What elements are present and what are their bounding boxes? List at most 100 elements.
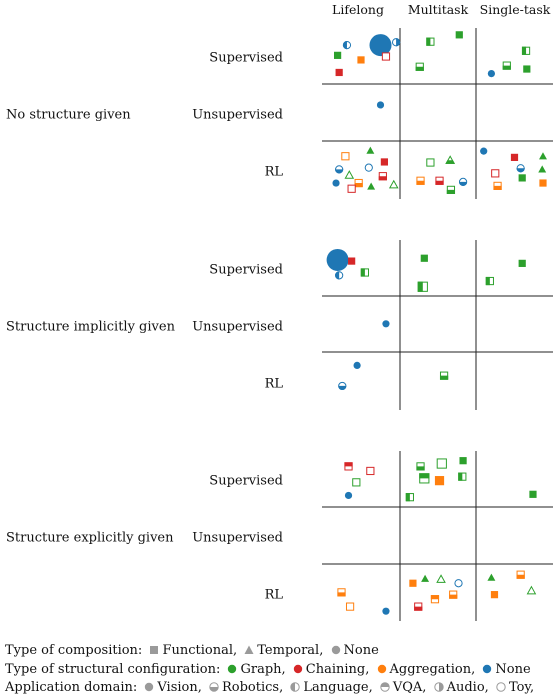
data-point-blue-circle <box>344 491 353 500</box>
bottom-fill-icon <box>209 679 219 697</box>
legend-none-configuration: None <box>495 662 531 677</box>
legend-toy: Toy, <box>508 680 535 695</box>
data-point-blue-circle <box>369 34 392 57</box>
data-point-orange-square <box>539 179 547 187</box>
data-point-green-square <box>426 158 435 167</box>
data-point-orange-square <box>345 602 355 611</box>
point-layer <box>326 31 547 615</box>
legend-none-composition: None <box>343 643 379 658</box>
row-label-rl: RL <box>265 588 284 603</box>
data-point-blue-circle <box>480 147 488 155</box>
data-point-orange-square <box>430 595 440 604</box>
data-point-orange-square <box>449 590 458 599</box>
blue-dot-icon <box>482 661 492 679</box>
no-fill-icon <box>496 679 506 697</box>
data-point-green-triangle <box>526 585 537 595</box>
red-dot-icon <box>293 661 303 679</box>
triangle-icon <box>244 642 254 660</box>
legend-temporal: Temporal, <box>257 643 324 658</box>
data-point-blue-circle <box>392 38 401 47</box>
right-fill-icon <box>433 679 444 697</box>
data-point-green-square <box>518 259 526 267</box>
data-point-blue-circle <box>332 179 340 187</box>
data-point-green-square <box>502 61 511 70</box>
data-point-blue-circle <box>454 579 463 588</box>
data-point-blue-circle <box>458 177 468 186</box>
data-point-green-square <box>405 493 414 502</box>
row-label-supervised: Supervised <box>209 474 283 489</box>
data-point-blue-circle <box>353 361 361 369</box>
legend-functional: Functional, <box>162 643 238 658</box>
block-label: No structure given <box>6 108 131 123</box>
legend-robotics: Robotics, <box>222 680 284 695</box>
data-point-green-square <box>521 46 531 55</box>
data-point-red-square <box>344 462 353 471</box>
left-fill-icon <box>290 679 301 697</box>
data-point-green-square <box>352 478 361 487</box>
top-fill-icon <box>380 679 390 697</box>
data-point-green-square <box>458 472 467 481</box>
data-point-blue-circle <box>382 607 390 615</box>
data-point-green-triangle <box>436 574 446 583</box>
data-point-green-square <box>518 174 526 182</box>
legend-graph: Graph, <box>240 662 286 677</box>
data-point-red-square <box>347 184 356 193</box>
data-point-blue-circle <box>335 271 344 280</box>
data-point-green-square <box>523 65 531 73</box>
data-point-orange-square <box>354 178 363 188</box>
legend-domain-title: Application domain: <box>5 680 138 695</box>
legend-vision: Vision, <box>157 680 202 695</box>
orange-dot-icon <box>377 661 387 679</box>
data-point-red-square <box>380 158 388 166</box>
legend-composition: Type of composition: Functional, Tempora… <box>5 642 379 660</box>
row-label-supervised: Supervised <box>209 51 283 66</box>
data-point-green-square <box>446 185 456 194</box>
data-point-green-square <box>417 281 428 292</box>
data-point-red-square <box>381 52 391 61</box>
data-point-green-square <box>415 62 424 71</box>
data-point-green-square <box>419 473 430 484</box>
legend-audio: Audio, <box>446 680 489 695</box>
data-point-orange-square <box>416 176 425 185</box>
column-header-multitask: Multitask <box>408 2 469 17</box>
data-point-green-triangle <box>367 182 376 190</box>
data-point-blue-circle <box>382 320 390 328</box>
data-point-orange-square <box>341 152 350 161</box>
label-layer: Lifelong Multitask Single-task No structure… <box>6 2 551 603</box>
data-point-green-triangle <box>538 165 547 173</box>
data-point-green-square <box>485 276 494 286</box>
legend-configuration-title: Type of structural configuration: <box>5 662 221 677</box>
data-point-red-square <box>510 153 519 161</box>
row-label-rl: RL <box>265 165 284 180</box>
data-point-green-square <box>439 371 449 380</box>
data-point-green-triangle <box>366 146 375 154</box>
column-header-lifelong: Lifelong <box>332 2 384 17</box>
data-point-blue-circle <box>326 248 349 271</box>
data-point-orange-square <box>516 570 525 579</box>
data-point-orange-square <box>493 181 502 190</box>
data-point-green-square <box>455 31 463 39</box>
data-point-green-triangle <box>445 155 455 164</box>
data-point-blue-circle <box>487 70 495 78</box>
data-point-green-triangle <box>421 574 430 582</box>
data-point-red-square <box>366 466 375 476</box>
row-label-unsupervised: Unsupervised <box>192 320 283 335</box>
data-point-green-square <box>334 51 342 59</box>
data-point-red-square <box>491 169 500 178</box>
block-label: Structure explicitly given <box>6 531 174 546</box>
data-point-orange-square <box>409 579 417 587</box>
data-point-green-triangle <box>487 573 496 581</box>
legend-configuration: Type of structural configuration: Graph,… <box>5 661 531 679</box>
data-point-green-square <box>420 254 428 262</box>
legend-vqa: VQA, <box>392 680 427 695</box>
legend-aggregation: Aggregation, <box>389 662 476 677</box>
data-point-red-square <box>414 602 423 611</box>
legend-composition-title: Type of composition: <box>5 643 143 658</box>
data-point-green-square <box>436 458 447 469</box>
data-point-blue-circle <box>335 165 344 174</box>
data-point-orange-square <box>490 591 499 599</box>
data-point-blue-circle <box>516 164 525 173</box>
data-point-green-square <box>426 37 435 46</box>
data-point-green-triangle <box>539 152 547 160</box>
row-label-rl: RL <box>265 377 284 392</box>
